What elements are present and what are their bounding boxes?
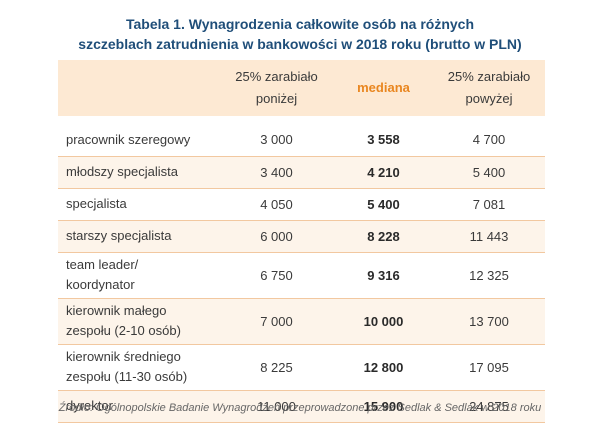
row-label-line-1: dyrektor (66, 398, 113, 413)
row-label: kierownik małego zespołu (2-10 osób) (58, 298, 219, 345)
row-label: dyrektor (58, 390, 219, 423)
row-label: starszy specjalista (58, 220, 219, 253)
header-lower-quartile-line-2: poniżej (255, 91, 298, 106)
header-median: mediana (357, 80, 410, 95)
table-row: specjalista 4 050 5 400 7 081 (58, 188, 545, 221)
row-upper-quartile: 11 443 (433, 220, 545, 253)
header-upper-quartile: 25% zarabiało powyżej (433, 60, 545, 116)
table-title-line-1: Tabela 1. Wynagrodzenia całkowite osób n… (125, 16, 474, 32)
table-row: dyrektor 11 000 15 900 24 875 (58, 390, 545, 423)
row-upper-quartile: 13 700 (433, 298, 545, 345)
row-label-line-1: starszy specjalista (66, 228, 172, 243)
row-label-line-2: zespołu (11-30 osób) (66, 369, 188, 384)
row-lower-quartile: 3 000 (219, 124, 334, 157)
header-upper-quartile-line-2: powyżej (465, 91, 513, 106)
table-row: młodszy specjalista 3 400 4 210 5 400 (58, 156, 545, 189)
table-row: starszy specjalista 6 000 8 228 11 443 (58, 220, 545, 253)
row-lower-quartile: 11 000 (219, 390, 334, 423)
row-lower-quartile: 3 400 (219, 156, 334, 189)
table-row: kierownik małego zespołu (2-10 osób) 7 0… (58, 298, 545, 345)
row-upper-quartile: 4 700 (433, 124, 545, 157)
row-median: 15 900 (334, 390, 433, 423)
header-lower-quartile: 25% zarabiało poniżej (219, 60, 334, 116)
row-label-line-1: kierownik małego (66, 303, 167, 318)
row-label-line-2: zespołu (2-10 osób) (66, 323, 181, 338)
row-label-line-1: specjalista (66, 196, 127, 211)
row-lower-quartile: 4 050 (219, 188, 334, 221)
row-median: 4 210 (334, 156, 433, 189)
table-row: team leader/ koordynator 6 750 9 316 12 … (58, 252, 545, 299)
row-upper-quartile: 5 400 (433, 156, 545, 189)
row-label: młodszy specjalista (58, 156, 219, 189)
row-label-line-2: koordynator (66, 277, 135, 292)
table-row: kierownik średniego zespołu (11-30 osób)… (58, 344, 545, 391)
table-title-line-2: szczeblach zatrudnienia w bankowości w 2… (78, 36, 522, 52)
row-label: kierownik średniego zespołu (11-30 osób) (58, 344, 219, 391)
header-position (58, 60, 219, 116)
row-median: 5 400 (334, 188, 433, 221)
row-upper-quartile: 24 875 (433, 390, 545, 423)
salary-table: 25% zarabiało poniżej mediana 25% zarabi… (58, 60, 545, 423)
row-lower-quartile: 6 000 (219, 220, 334, 253)
row-lower-quartile: 7 000 (219, 298, 334, 345)
table-header-row: 25% zarabiało poniżej mediana 25% zarabi… (58, 60, 545, 116)
header-lower-quartile-line-1: 25% zarabiało (235, 69, 318, 84)
table-title: Tabela 1. Wynagrodzenia całkowite osób n… (0, 14, 600, 54)
row-upper-quartile: 7 081 (433, 188, 545, 221)
row-label-line-1: młodszy specjalista (66, 164, 178, 179)
row-median: 12 800 (334, 344, 433, 391)
row-median: 3 558 (334, 124, 433, 157)
row-label: specjalista (58, 188, 219, 221)
row-upper-quartile: 12 325 (433, 252, 545, 299)
row-lower-quartile: 6 750 (219, 252, 334, 299)
row-label-line-1: team leader/ (66, 257, 139, 272)
row-label: team leader/ koordynator (58, 252, 219, 299)
table-row: pracownik szeregowy 3 000 3 558 4 700 (58, 124, 545, 157)
source-note: Źródło: Ogólnopolskie Badanie Wynagrodze… (58, 402, 542, 414)
row-median: 9 316 (334, 252, 433, 299)
row-upper-quartile: 17 095 (433, 344, 545, 391)
row-label-line-1: pracownik szeregowy (66, 131, 191, 147)
header-spacer (58, 116, 545, 124)
row-median: 10 000 (334, 298, 433, 345)
row-lower-quartile: 8 225 (219, 344, 334, 391)
header-upper-quartile-line-1: 25% zarabiało (447, 69, 531, 84)
row-label-line-1: kierownik średniego (66, 349, 181, 364)
row-label: pracownik szeregowy (58, 124, 219, 157)
row-median: 8 228 (334, 220, 433, 253)
